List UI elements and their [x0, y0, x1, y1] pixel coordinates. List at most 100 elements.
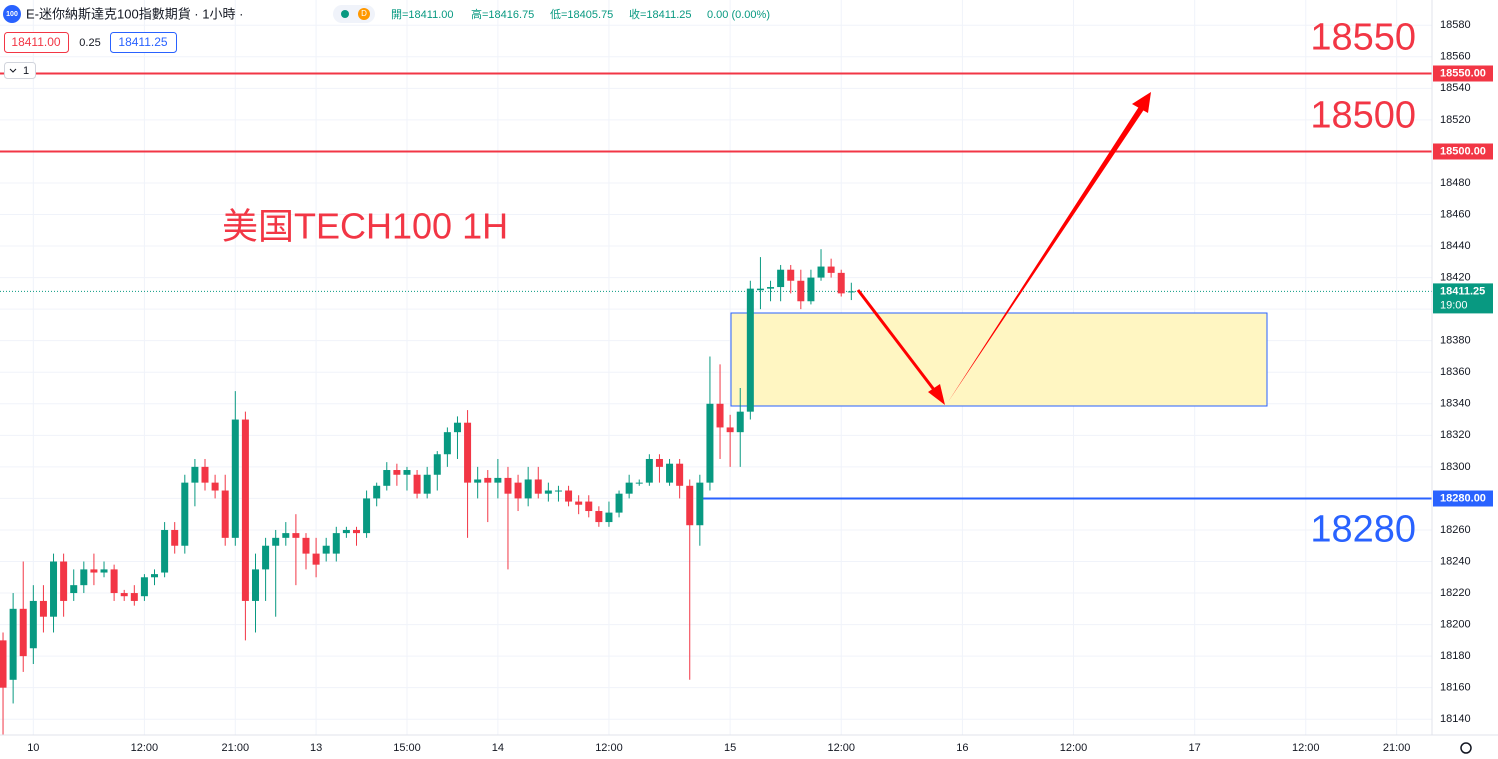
candle-body	[595, 511, 603, 523]
level-text: 18550	[1310, 17, 1416, 59]
candle-body	[655, 458, 663, 467]
candle-body	[413, 474, 421, 494]
y-tick-label: 18220	[1440, 587, 1471, 599]
y-tick-label: 18380	[1440, 335, 1471, 347]
ohlc-low: 低=18405.75	[550, 8, 613, 21]
candle-body	[373, 485, 381, 499]
candle-body	[746, 288, 754, 412]
candle-body	[767, 287, 775, 289]
candle-body	[120, 593, 128, 597]
arrows	[856, 92, 1151, 405]
candle-body	[312, 553, 320, 565]
candle-body	[332, 533, 340, 554]
candle-body	[524, 479, 532, 499]
x-tick-label: 12:00	[1292, 742, 1320, 754]
candle-body	[80, 569, 88, 586]
candle-body	[453, 422, 461, 433]
candle-body	[50, 561, 58, 617]
candle-body	[211, 482, 219, 491]
candle-body	[423, 474, 431, 494]
candle-body	[433, 454, 441, 475]
badge: D	[361, 9, 367, 18]
candle-body	[151, 574, 159, 578]
y-tick-label: 18240	[1440, 555, 1471, 567]
y-tick-label: 18460	[1440, 208, 1471, 220]
candle-body	[231, 419, 239, 538]
candle-body	[70, 585, 78, 594]
candle-body	[322, 545, 330, 554]
x-tick-label: 21:00	[222, 742, 250, 754]
candle-body	[171, 529, 179, 546]
symbol-title: E-迷你納斯達克100指數期貨 · 1小時 ·	[26, 6, 243, 21]
x-tick-label: 16	[956, 742, 968, 754]
level-axis-label: 18280.00	[1440, 492, 1486, 504]
candles	[0, 249, 855, 735]
candle-body	[403, 470, 411, 475]
candle-body	[443, 432, 451, 455]
candle-body	[161, 529, 169, 573]
level-axis-box	[1433, 490, 1493, 507]
candle-body	[352, 529, 360, 534]
x-tick-label: 10	[27, 742, 39, 754]
candle-body	[0, 640, 7, 688]
logo-text: 100	[6, 11, 18, 18]
indicator-count: 1	[23, 65, 29, 77]
candle-body	[292, 533, 300, 538]
header: 100 E-迷你納斯達克100指數期貨 · 1小時 · D 開=18411.00…	[3, 5, 770, 79]
candle-body	[817, 266, 825, 278]
candle-body	[585, 501, 593, 512]
level-axis-box	[1433, 65, 1493, 82]
candle-body	[807, 277, 815, 302]
badge-circle	[358, 8, 370, 20]
arrow-head	[1132, 92, 1151, 113]
level-text: 18500	[1310, 95, 1416, 137]
bid-box[interactable]	[4, 32, 69, 53]
candle-body	[90, 569, 98, 573]
candle-body	[645, 458, 653, 483]
ask: 18411.25	[118, 35, 167, 49]
y-tick-label: 18140	[1440, 713, 1471, 725]
candle-body	[262, 545, 270, 570]
candle-body	[544, 490, 552, 494]
y-tick-label: 18200	[1440, 618, 1471, 630]
candle-body	[241, 419, 249, 601]
candle-body	[393, 470, 401, 475]
candle-body	[9, 608, 17, 680]
last-price-label: 18411.25	[1440, 285, 1485, 297]
candle-body	[474, 479, 482, 483]
candle-body	[464, 422, 472, 483]
x-tick-label: 21:00	[1383, 742, 1411, 754]
y-tick-label: 18360	[1440, 366, 1471, 378]
level-axis-box	[1433, 143, 1493, 160]
candle-body	[534, 479, 542, 494]
candle-body	[201, 466, 209, 483]
candle-body	[484, 477, 492, 483]
candle-body	[130, 593, 138, 601]
candle-body	[777, 269, 785, 288]
candle-body	[383, 470, 391, 486]
candle-body	[605, 512, 613, 523]
last-price-time: 19:00	[1440, 299, 1468, 311]
candle-body	[666, 463, 674, 483]
candle-body	[191, 466, 199, 483]
x-tick-label: 12:00	[595, 742, 623, 754]
candle-body	[756, 288, 764, 291]
ohlc-high: 高=18416.75	[471, 7, 534, 21]
y-tick-label: 18160	[1440, 682, 1471, 694]
x-tick-label: 12:00	[827, 742, 855, 754]
candle-body	[676, 463, 684, 486]
levels: 18550 18500 18280	[0, 17, 1432, 551]
candle-body	[140, 577, 148, 597]
candle-body	[565, 490, 573, 502]
candle-body	[706, 403, 714, 483]
candle-body	[251, 569, 259, 601]
candle-body	[282, 533, 290, 538]
settings-icon[interactable]	[1460, 742, 1472, 754]
indicator-toggle[interactable]	[4, 62, 36, 79]
y-tick-label: 18520	[1440, 114, 1471, 126]
ask-box[interactable]	[110, 32, 177, 53]
y-tick-label: 18320	[1440, 429, 1471, 441]
candle-body	[29, 600, 37, 649]
candle-body	[554, 490, 562, 492]
